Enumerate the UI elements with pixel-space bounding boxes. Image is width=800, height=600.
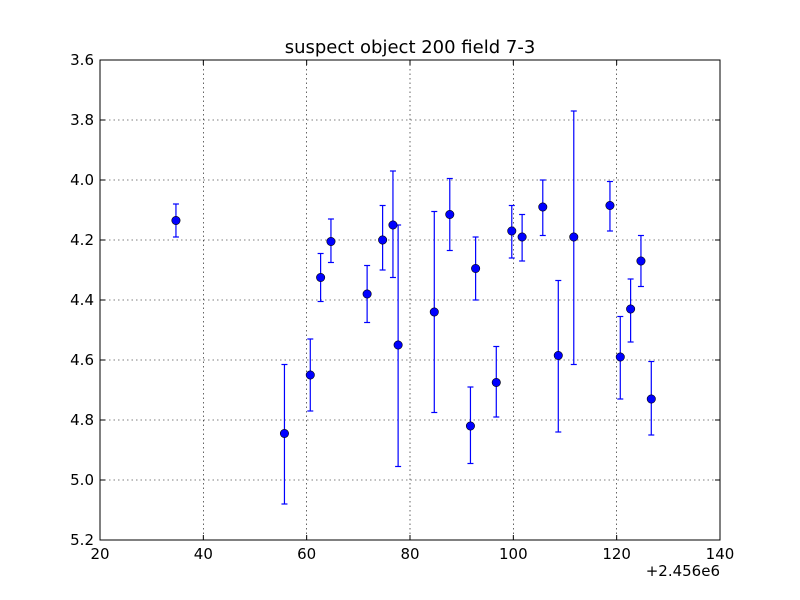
x-tick-label: 120: [602, 545, 631, 563]
y-tick-label: 3.8: [70, 111, 94, 129]
data-point: [471, 263, 481, 273]
data-point: [445, 210, 455, 220]
y-tick-label: 5.0: [70, 471, 94, 489]
data-point: [646, 394, 656, 404]
data-point: [491, 377, 501, 387]
y-tick-label: 4.2: [70, 231, 94, 249]
y-tick-label: 5.2: [70, 531, 94, 549]
data-point: [388, 220, 398, 230]
chart-title: suspect object 200 field 7-3: [285, 37, 536, 58]
x-axis-offset-label: +2.456e6: [646, 562, 720, 580]
data-point: [305, 370, 315, 380]
data-point: [507, 226, 517, 236]
x-tick-label: 40: [194, 545, 213, 563]
y-tick-label: 4.6: [70, 351, 94, 369]
y-tick-label: 3.6: [70, 51, 94, 69]
data-point: [569, 232, 579, 242]
data-point: [626, 304, 636, 314]
x-tick-label: 80: [400, 545, 419, 563]
data-point: [538, 202, 548, 212]
data-point: [362, 289, 372, 299]
y-tick-label: 4.0: [70, 171, 94, 189]
data-point: [279, 428, 289, 438]
data-points: [171, 201, 656, 438]
data-point: [326, 237, 336, 247]
data-point: [517, 232, 527, 242]
x-tick-label: 100: [499, 545, 528, 563]
data-point: [553, 350, 563, 360]
x-tick-label: 20: [90, 545, 109, 563]
y-tick-label: 4.8: [70, 411, 94, 429]
x-tick-label: 140: [706, 545, 735, 563]
x-tick-labels: 20 40 60 80 100 120 140: [90, 545, 734, 563]
axis-ticks: [99, 59, 721, 541]
data-point: [605, 201, 615, 211]
data-point: [171, 216, 181, 226]
data-point: [378, 235, 388, 245]
data-point: [465, 421, 475, 431]
y-tick-label: 4.4: [70, 291, 94, 309]
data-point: [429, 307, 439, 317]
data-point: [636, 256, 646, 266]
y-tick-labels: 3.6 3.8 4.0 4.2 4.4 4.6 4.8 5.0 5.2: [70, 51, 94, 549]
x-tick-label: 60: [297, 545, 316, 563]
data-point: [393, 340, 403, 350]
data-point: [615, 352, 625, 362]
data-point: [316, 272, 326, 282]
